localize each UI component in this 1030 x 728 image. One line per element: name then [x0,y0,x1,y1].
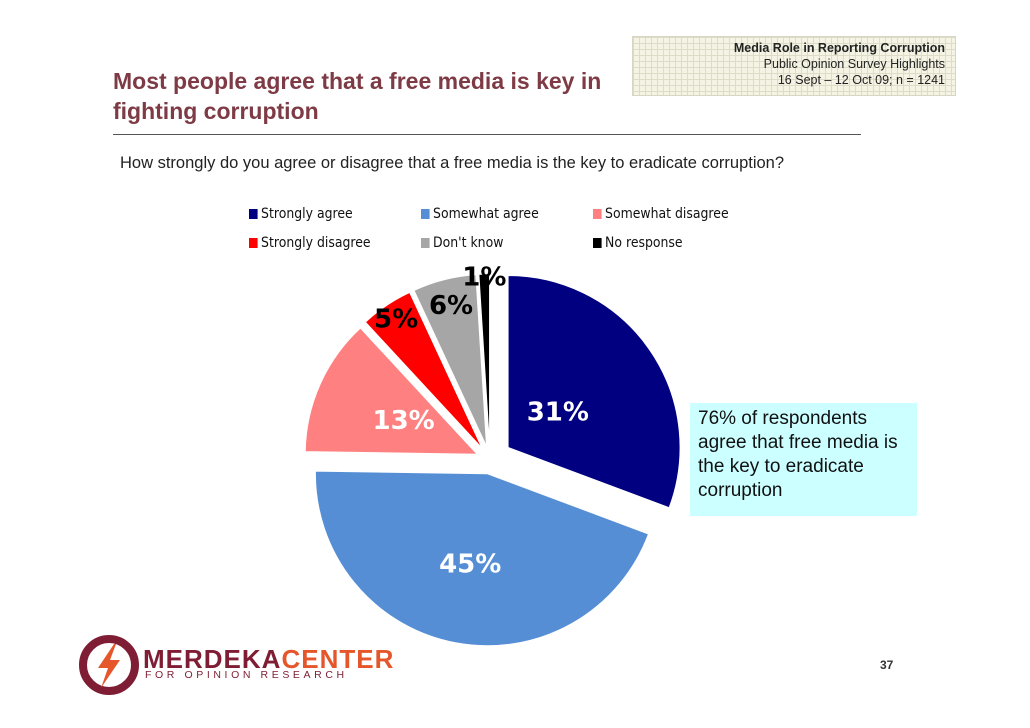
header-subtitle: Public Opinion Survey Highlights [763,57,945,71]
legend-swatch [249,209,258,219]
header-title: Media Role in Reporting Corruption [733,41,945,55]
legend-item: Strongly disagree [249,235,371,251]
legend-swatch [249,238,258,248]
legend-item: Don't know [421,235,503,251]
header-survey-dates: 16 Sept – 12 Oct 09; n = 1241 [777,73,945,87]
legend-swatch [421,209,430,219]
survey-question: How strongly do you agree or disagree th… [120,154,785,172]
legend-label: Strongly disagree [261,235,371,251]
pie-data-label: 1% [462,262,506,292]
legend-swatch [593,238,602,248]
survey-header-box: Media Role in Reporting Corruption Publi… [632,36,956,96]
pie-slice [413,274,488,447]
legend-item: Somewhat disagree [593,206,729,222]
legend-label: Strongly agree [261,206,353,222]
legend-label: No response [605,235,683,251]
logo-subtitle: FOR OPINION RESEARCH [145,669,348,681]
pie-data-label: 45% [439,549,501,579]
legend-swatch [421,238,430,248]
legend-item: No response [593,235,683,251]
pie-data-label: 5% [374,305,418,335]
pie-slice [364,291,483,449]
page-number: 37 [880,658,894,672]
pie-slice [478,273,491,447]
legend-label: Somewhat disagree [605,206,729,222]
legend-item: Somewhat agree [421,206,539,222]
callout-note: 76% of respondents agree that free media… [690,403,917,516]
pie-slice [507,274,681,509]
lightning-bolt-logo-icon [79,635,139,695]
legend-item: Strongly agree [249,206,353,222]
slide-title: Most people agree that a free media is k… [113,68,602,124]
pie-data-label: 13% [373,406,435,436]
legend-label: Somewhat agree [433,206,539,222]
pie-data-label: 31% [527,397,589,427]
pie-data-label: 6% [429,291,473,321]
pie-slice [314,470,650,647]
pie-slice [304,327,479,455]
legend-label: Don't know [433,235,504,251]
title-divider [113,134,861,135]
legend-swatch [593,209,602,219]
logo-wordmark: MERDEKACENTER [143,644,395,674]
